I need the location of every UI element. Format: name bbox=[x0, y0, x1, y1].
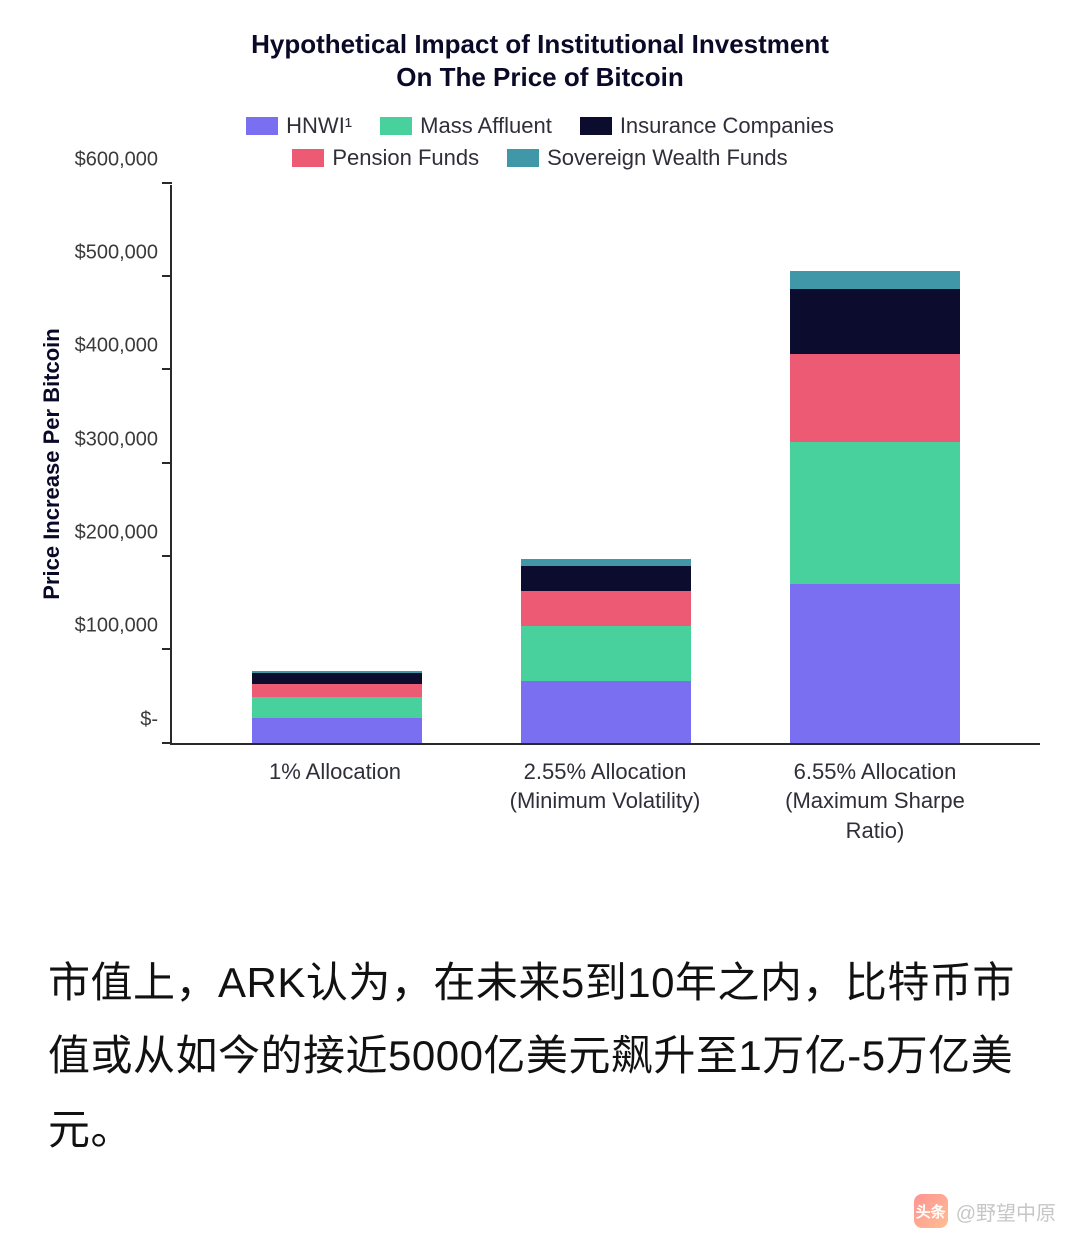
bar-group bbox=[754, 271, 996, 742]
bars-area bbox=[172, 185, 1040, 743]
bar-segment bbox=[252, 718, 422, 742]
bar-group bbox=[485, 559, 727, 743]
bar-segment bbox=[252, 697, 422, 718]
watermark-badge-icon: 头条 bbox=[914, 1194, 948, 1228]
bar-segment bbox=[790, 442, 960, 584]
stacked-bar bbox=[252, 671, 422, 743]
x-axis-category-label: 1% Allocation bbox=[214, 757, 457, 846]
y-tick bbox=[162, 462, 172, 464]
watermark-handle: @野望中原 bbox=[956, 1197, 1056, 1226]
y-tick-label: $500,000 bbox=[75, 241, 158, 264]
watermark-area: 头条 @野望中原 bbox=[0, 1176, 1080, 1236]
legend-item: Sovereign Wealth Funds bbox=[507, 145, 788, 171]
y-axis-label: Price Increase Per Bitcoin bbox=[39, 328, 65, 599]
bar-segment bbox=[790, 584, 960, 743]
y-tick-label: $300,000 bbox=[75, 428, 158, 451]
legend-swatch-icon bbox=[380, 117, 412, 135]
y-tick bbox=[162, 555, 172, 557]
y-tick bbox=[162, 182, 172, 184]
bar-segment bbox=[521, 566, 691, 591]
x-axis-category-label: 6.55% Allocation(Maximum Sharpe Ratio) bbox=[754, 757, 997, 846]
chart-legend: HNWI¹ Mass Affluent Insurance Companies Pen… bbox=[150, 113, 930, 171]
legend-item: Insurance Companies bbox=[580, 113, 834, 139]
chart-title-line1: Hypothetical Impact of Institutional Inv… bbox=[251, 29, 829, 59]
legend-label: Sovereign Wealth Funds bbox=[547, 145, 788, 171]
legend-swatch-icon bbox=[246, 117, 278, 135]
x-axis-category-label: 2.55% Allocation(Minimum Volatility) bbox=[484, 757, 727, 846]
y-tick bbox=[162, 648, 172, 650]
watermark: 头条 @野望中原 bbox=[914, 1194, 1056, 1228]
chart-plot-area: Price Increase Per Bitcoin $-$100,000$20… bbox=[170, 185, 1040, 745]
bar-segment bbox=[790, 271, 960, 289]
chart-title-line2: On The Price of Bitcoin bbox=[396, 62, 683, 92]
legend-swatch-icon bbox=[292, 149, 324, 167]
bar-segment bbox=[252, 684, 422, 697]
legend-label: Insurance Companies bbox=[620, 113, 834, 139]
bar-group bbox=[215, 671, 457, 743]
legend-swatch-icon bbox=[507, 149, 539, 167]
bar-segment bbox=[790, 354, 960, 442]
legend-label: Mass Affluent bbox=[420, 113, 552, 139]
legend-item: Pension Funds bbox=[292, 145, 479, 171]
legend-item: HNWI¹ bbox=[246, 113, 352, 139]
bar-segment bbox=[252, 673, 422, 683]
bar-segment bbox=[521, 591, 691, 626]
chart-container: Hypothetical Impact of Institutional Inv… bbox=[0, 0, 1080, 856]
y-tick-label: $- bbox=[140, 708, 158, 731]
legend-item: Mass Affluent bbox=[380, 113, 552, 139]
legend-label: HNWI¹ bbox=[286, 113, 352, 139]
chart-title: Hypothetical Impact of Institutional Inv… bbox=[130, 28, 950, 95]
article-paragraph: 市值上，ARK认为，在未来5到10年之内，比特币市值或从如今的接近5000亿美元… bbox=[0, 856, 1080, 1177]
y-tick-label: $100,000 bbox=[75, 615, 158, 638]
y-tick bbox=[162, 742, 172, 744]
bar-segment bbox=[521, 626, 691, 681]
legend-label: Pension Funds bbox=[332, 145, 479, 171]
stacked-bar bbox=[521, 559, 691, 743]
y-tick-label: $200,000 bbox=[75, 521, 158, 544]
bar-segment bbox=[790, 289, 960, 354]
legend-swatch-icon bbox=[580, 117, 612, 135]
y-tick bbox=[162, 275, 172, 277]
stacked-bar bbox=[790, 271, 960, 742]
y-tick bbox=[162, 368, 172, 370]
bar-segment bbox=[521, 681, 691, 743]
y-tick-label: $600,000 bbox=[75, 148, 158, 171]
y-tick-label: $400,000 bbox=[75, 335, 158, 358]
x-axis-labels: 1% Allocation 2.55% Allocation(Minimum Vo… bbox=[170, 745, 1040, 846]
bar-segment bbox=[521, 559, 691, 566]
